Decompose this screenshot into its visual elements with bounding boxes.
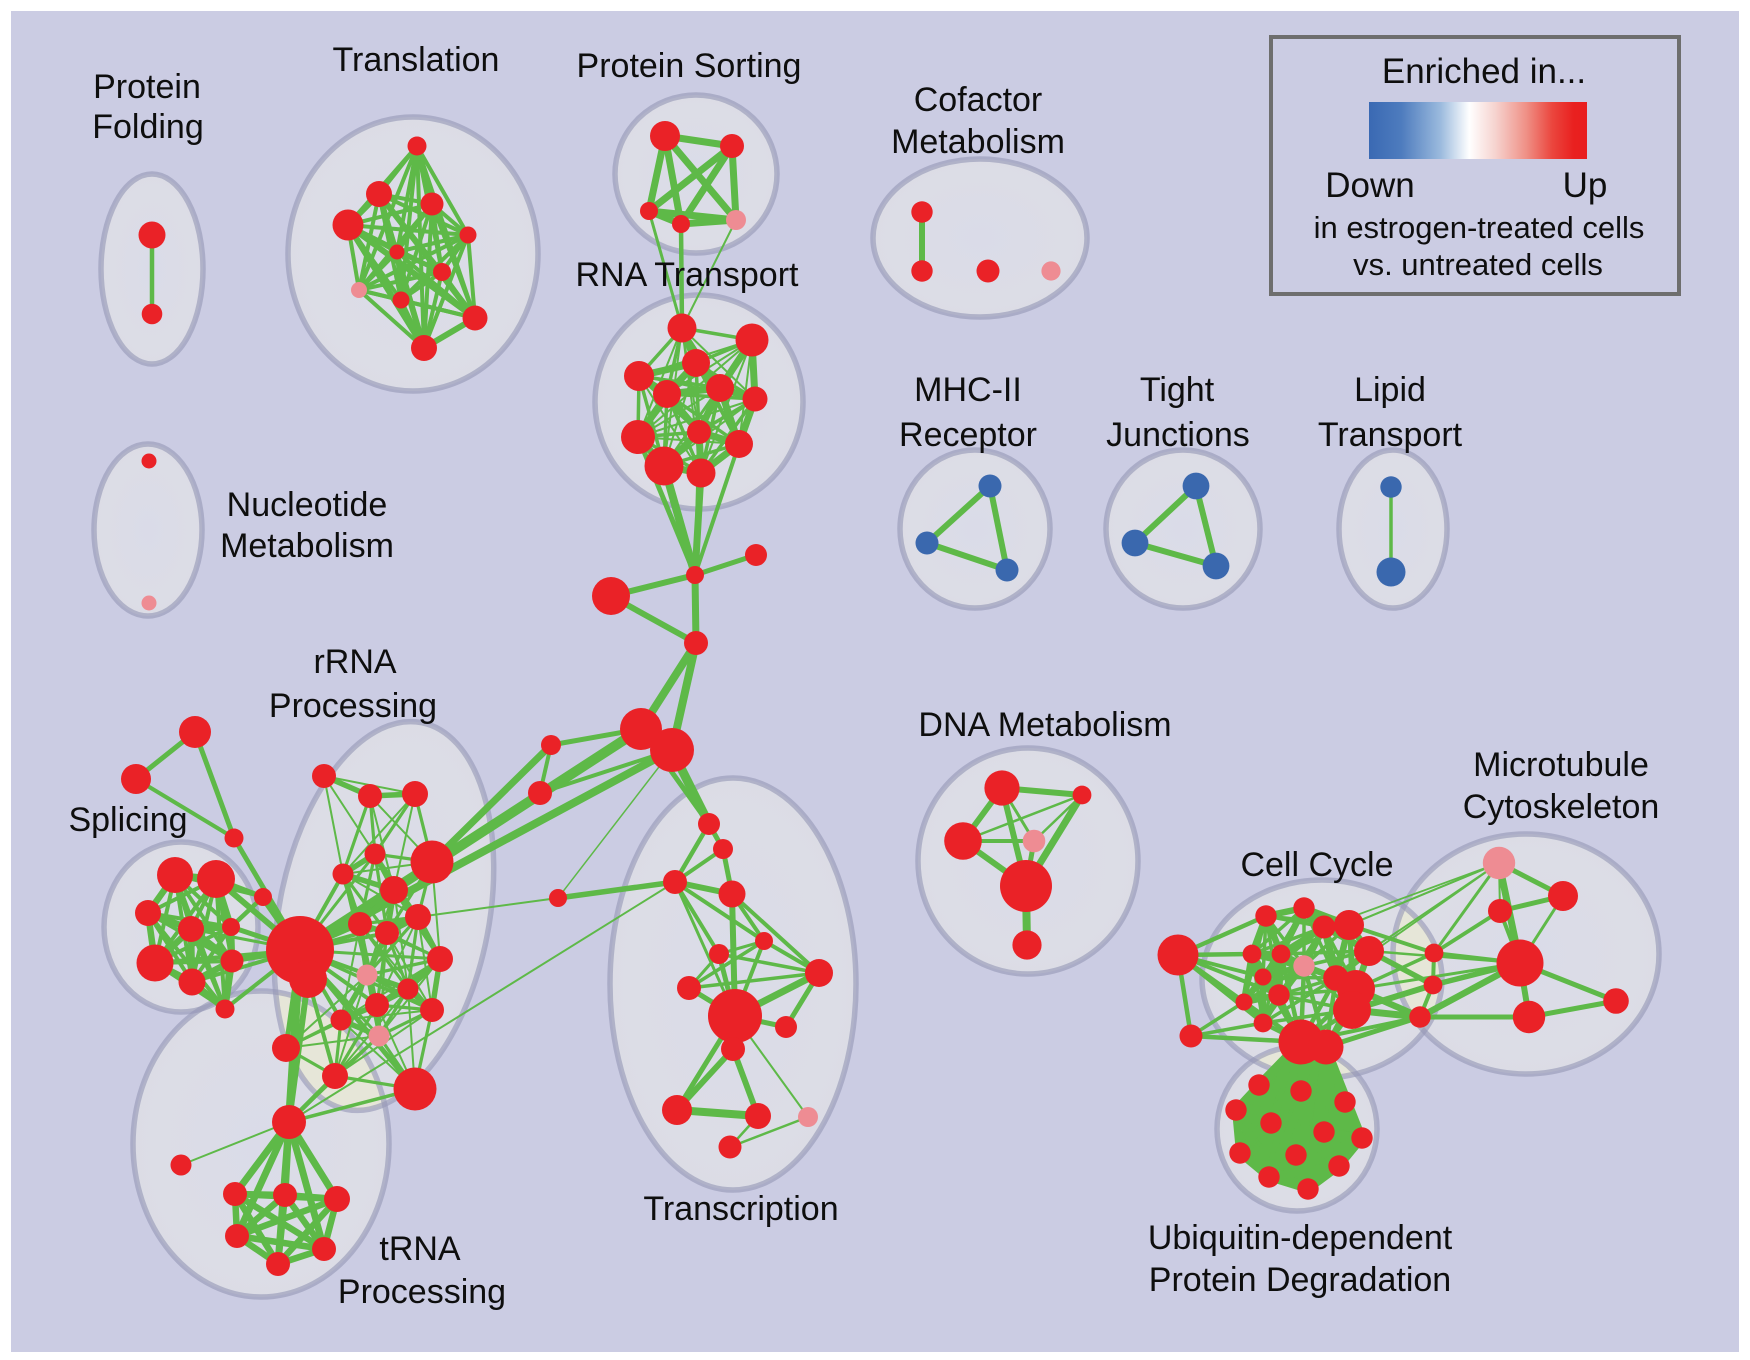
svg-text:Protein: Protein bbox=[93, 68, 201, 106]
svg-text:Enriched in...: Enriched in... bbox=[1382, 52, 1586, 91]
svg-text:Cell Cycle: Cell Cycle bbox=[1240, 846, 1393, 884]
svg-text:Translation: Translation bbox=[333, 41, 500, 79]
svg-text:vs. untreated cells: vs. untreated cells bbox=[1353, 247, 1603, 282]
svg-text:Microtubule: Microtubule bbox=[1473, 746, 1649, 784]
svg-text:Protein Sorting: Protein Sorting bbox=[577, 47, 802, 85]
svg-text:Metabolism: Metabolism bbox=[220, 527, 394, 565]
svg-text:Protein Degradation: Protein Degradation bbox=[1149, 1261, 1451, 1299]
svg-text:Splicing: Splicing bbox=[68, 801, 187, 839]
svg-text:MHC-II: MHC-II bbox=[914, 371, 1022, 409]
svg-text:Metabolism: Metabolism bbox=[891, 123, 1065, 161]
svg-text:Ubiquitin-dependent: Ubiquitin-dependent bbox=[1148, 1219, 1453, 1257]
svg-text:DNA Metabolism: DNA Metabolism bbox=[918, 706, 1171, 744]
svg-text:Up: Up bbox=[1563, 166, 1608, 205]
svg-text:tRNA: tRNA bbox=[379, 1230, 461, 1268]
svg-text:Tight: Tight bbox=[1140, 371, 1215, 409]
svg-text:Transport: Transport bbox=[1318, 416, 1463, 454]
svg-text:Cofactor: Cofactor bbox=[914, 81, 1043, 119]
svg-text:Junctions: Junctions bbox=[1106, 416, 1250, 454]
svg-text:RNA Transport: RNA Transport bbox=[576, 256, 800, 294]
svg-text:Down: Down bbox=[1325, 166, 1414, 205]
svg-text:Receptor: Receptor bbox=[899, 416, 1037, 454]
svg-text:Nucleotide: Nucleotide bbox=[227, 486, 388, 524]
svg-text:Cytoskeleton: Cytoskeleton bbox=[1463, 788, 1660, 826]
svg-text:rRNA: rRNA bbox=[313, 643, 396, 681]
svg-text:Lipid: Lipid bbox=[1354, 371, 1426, 409]
svg-text:Transcription: Transcription bbox=[643, 1190, 838, 1228]
svg-text:Processing: Processing bbox=[338, 1273, 506, 1311]
svg-text:Processing: Processing bbox=[269, 687, 437, 725]
svg-text:in estrogen-treated cells: in estrogen-treated cells bbox=[1314, 210, 1645, 245]
svg-text:Folding: Folding bbox=[92, 108, 204, 146]
